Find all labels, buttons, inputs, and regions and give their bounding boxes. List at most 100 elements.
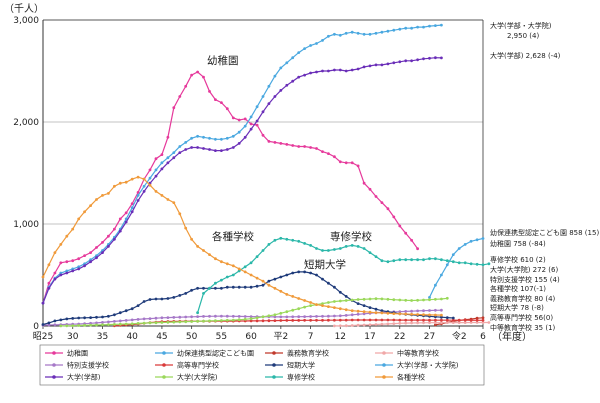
data-point [190, 146, 194, 149]
data-point [148, 317, 152, 320]
series-line [197, 237, 490, 313]
data-point [451, 253, 455, 256]
data-point [47, 323, 51, 327]
data-point [196, 134, 200, 138]
data-point [142, 300, 146, 303]
data-point [362, 304, 366, 307]
data-point [202, 147, 205, 150]
data-point [83, 264, 86, 268]
data-point [243, 265, 247, 269]
data-point [214, 319, 217, 323]
data-point [243, 135, 247, 139]
data-point [368, 318, 372, 322]
legend-swatch-dot [382, 375, 386, 379]
x-axis-label: （年度） [492, 330, 532, 343]
series-0 [41, 70, 419, 305]
legend-label: 高等専門学校 [177, 361, 219, 370]
data-point [83, 210, 86, 214]
data-point [220, 101, 223, 104]
data-point [297, 51, 301, 54]
data-point [208, 90, 211, 93]
data-point [77, 257, 81, 261]
data-point [416, 313, 419, 316]
legend-item: 各種学校 [375, 373, 425, 382]
data-point [202, 249, 205, 252]
data-point [255, 255, 259, 258]
data-point [59, 324, 63, 328]
data-point [309, 146, 312, 149]
data-point [59, 243, 63, 246]
data-point [273, 315, 277, 319]
data-point [237, 285, 241, 289]
legend-item: 幼稚園 [45, 349, 88, 358]
data-point [404, 26, 408, 30]
data-point [475, 316, 479, 320]
data-point [53, 251, 57, 255]
data-point [71, 267, 75, 271]
data-point [166, 198, 170, 201]
legend-label: 幼保連携型認定こども園 [177, 349, 254, 358]
data-point [338, 33, 342, 37]
gridlines [42, 19, 484, 327]
data-point [178, 294, 182, 297]
data-point [196, 315, 200, 318]
data-point [333, 300, 336, 303]
data-point [291, 319, 295, 322]
data-point [404, 59, 408, 63]
data-point [386, 311, 390, 315]
end-label: 中等教育学校 35 (1) [490, 323, 556, 332]
data-point [380, 201, 384, 205]
data-point [344, 31, 348, 35]
legend-swatch-dot [162, 375, 166, 379]
data-point [285, 237, 289, 241]
series-line [42, 57, 442, 304]
data-point [208, 319, 211, 323]
data-point [95, 315, 98, 319]
data-point [356, 302, 360, 305]
data-point [344, 161, 348, 165]
data-point [374, 318, 378, 322]
data-point [172, 320, 176, 324]
data-point [107, 323, 110, 326]
x-tick-label: 45 [156, 332, 167, 342]
data-point [463, 261, 467, 265]
data-point [309, 244, 312, 247]
data-point [178, 151, 182, 155]
legend-item: 大学(学部) [45, 373, 101, 382]
series-9 [59, 296, 449, 328]
data-point [279, 319, 283, 322]
data-point [124, 180, 128, 184]
data-point [416, 318, 419, 322]
data-point [416, 298, 419, 302]
data-point [225, 262, 229, 266]
data-point [148, 168, 152, 172]
data-point [327, 301, 330, 304]
data-point [47, 281, 51, 285]
data-point [285, 310, 289, 314]
series-annotation: 短期大学 [304, 258, 346, 271]
data-point [267, 314, 271, 318]
data-point [398, 258, 402, 262]
data-point [463, 321, 467, 324]
data-point [166, 161, 170, 165]
x-tick-labels: 昭25 30 35 40 45 50 55 60 平2 7 12 17 22 27 令2 6 [33, 326, 486, 342]
data-point [386, 322, 390, 326]
data-point [440, 56, 443, 60]
data-point [71, 259, 75, 263]
data-point [172, 106, 176, 110]
data-point [160, 321, 164, 324]
x-tick-label: 17 [364, 332, 375, 342]
data-point [255, 316, 259, 320]
data-point [350, 161, 354, 165]
data-point [124, 211, 128, 215]
data-point [148, 298, 152, 301]
data-point [279, 289, 283, 293]
data-point [362, 318, 366, 322]
data-point [184, 226, 188, 230]
data-point [124, 309, 128, 313]
data-point [440, 258, 443, 262]
data-point [41, 301, 45, 305]
data-point [154, 174, 158, 178]
data-point [237, 318, 241, 322]
